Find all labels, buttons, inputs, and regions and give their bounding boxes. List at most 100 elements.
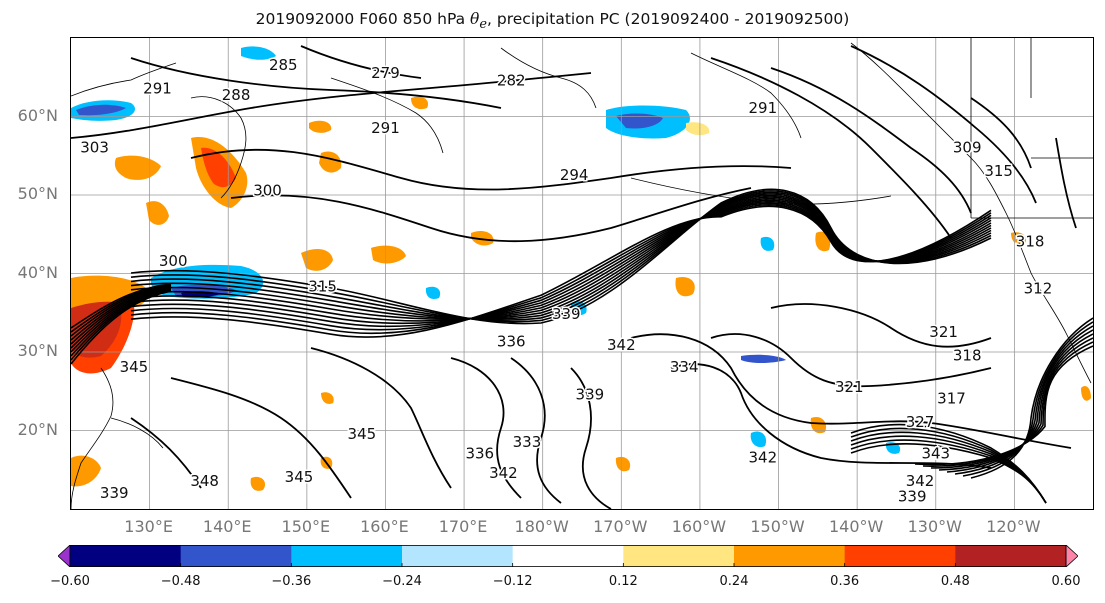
theta-e-contour <box>450 357 522 499</box>
contour-label: 312 <box>1024 280 1053 298</box>
colorbar-tick-label: −0.36 <box>271 574 312 589</box>
shade-patch <box>146 201 169 225</box>
shade-patch <box>750 431 767 448</box>
theta-e-contour <box>850 443 1047 504</box>
contour-label: 345 <box>348 425 377 443</box>
theta-e-contour <box>850 45 1037 204</box>
shade-patch <box>686 122 710 136</box>
shade-patch <box>1081 386 1091 401</box>
theta-e-contour <box>770 303 992 348</box>
theta-e-contour <box>190 148 792 191</box>
theta-e-contour <box>914 345 1093 466</box>
theta-e-contour <box>230 187 752 243</box>
colorbar-segment <box>844 545 956 567</box>
shade-patch <box>250 476 266 491</box>
theta-e-contour <box>71 288 172 353</box>
theta-e-contour <box>130 205 992 338</box>
latitude-label: 40°N <box>17 262 58 282</box>
longitude-label: 170°W <box>593 517 648 536</box>
contour-label: 315 <box>984 162 1013 180</box>
shade-patch <box>71 455 101 487</box>
theta-e-contour <box>130 57 502 109</box>
theta-e-contour <box>71 290 172 365</box>
contour-label: 318 <box>953 346 982 364</box>
theta-e-contour <box>630 333 1072 449</box>
theta-e-contour <box>962 321 1093 477</box>
colorbar-segment <box>291 545 403 567</box>
longitude-label: 130°W <box>907 517 962 536</box>
theta-e-contour <box>922 341 1093 467</box>
theta-e-contour <box>310 347 452 489</box>
plot-title: 2019092000 F060 850 hPa θe, precipitatio… <box>0 10 1105 32</box>
longitude-label: 150°E <box>281 517 331 536</box>
colorbar-segment <box>70 545 182 567</box>
theta-e-contour <box>770 67 972 214</box>
theta-e-contour <box>930 337 1093 469</box>
theta-e-contour <box>130 204 992 335</box>
theta-e-contour <box>170 377 352 499</box>
shade-patch <box>675 276 695 297</box>
colorbar-tick-label: 0.60 <box>1051 574 1081 589</box>
shade-patch <box>741 354 786 363</box>
coastline <box>1030 272 1092 384</box>
coastline <box>850 42 1032 274</box>
contour-label: 300 <box>159 252 188 270</box>
longitude-label: 150°W <box>750 517 805 536</box>
shade-patch <box>616 113 663 129</box>
contour-label: 342 <box>748 448 777 466</box>
colorbar-extend-max <box>1065 545 1078 567</box>
colorbar-segment <box>734 545 846 567</box>
colorbar-segment <box>955 545 1067 567</box>
contour-label: 315 <box>308 277 337 295</box>
contour-label: 282 <box>497 72 526 90</box>
coastline <box>330 77 444 154</box>
theta-e-contour <box>71 287 172 349</box>
colorbar-tick-label: −0.12 <box>492 574 533 589</box>
shade-patch <box>615 456 631 472</box>
contour-label: 291 <box>143 80 172 98</box>
colorbar-segment <box>623 545 735 567</box>
coastline <box>110 417 164 449</box>
title-prefix: 2019092000 F060 850 hPa <box>255 10 471 28</box>
longitude-label: 170°E <box>438 517 488 536</box>
theta-e-contour <box>510 357 562 504</box>
theta-e-contour <box>130 191 992 321</box>
contour-label: 285 <box>269 56 298 74</box>
shade-patch <box>319 151 342 173</box>
contour-label: 339 <box>576 386 605 404</box>
theta-e-contour <box>670 363 992 469</box>
theta-e-contour <box>71 286 172 345</box>
shade-patch <box>321 392 334 404</box>
contour-label: 291 <box>371 119 400 137</box>
theta-e-contour <box>71 283 172 329</box>
longitude-label: 180°W <box>514 517 569 536</box>
title-suffix: , precipitation PC (2019092400 - 2019092… <box>487 10 850 28</box>
colorbar-tick-label: 0.12 <box>608 574 638 589</box>
coastline <box>690 52 802 139</box>
theta-e-contour <box>130 199 992 325</box>
colorbar-tick-label: 0.24 <box>719 574 749 589</box>
shade-patch <box>114 155 161 180</box>
theta-e-contour <box>300 45 422 79</box>
shade-patch <box>471 231 494 246</box>
contour-label: 339 <box>552 305 581 323</box>
shade-patch <box>815 231 831 252</box>
theta-e-contour <box>710 333 992 388</box>
theta-e-contour <box>130 190 992 323</box>
contour-label: 339 <box>100 484 129 502</box>
shade-patch <box>76 104 126 116</box>
coastline <box>71 367 114 509</box>
contour-label: 333 <box>513 433 542 451</box>
latitude-label: 30°N <box>17 341 58 360</box>
theta-e-contour <box>710 57 952 239</box>
contour-label: 339 <box>898 488 927 506</box>
colorbar-tick-label: 0.48 <box>940 574 970 589</box>
colorbar-tick-label: −0.60 <box>50 574 90 589</box>
longitude-label: 130°E <box>124 517 173 536</box>
colorbar-segment <box>512 545 624 567</box>
theta-subscript: e <box>479 17 488 33</box>
contour-label: 342 <box>489 464 518 482</box>
longitude-label: 120°W <box>986 517 1041 536</box>
